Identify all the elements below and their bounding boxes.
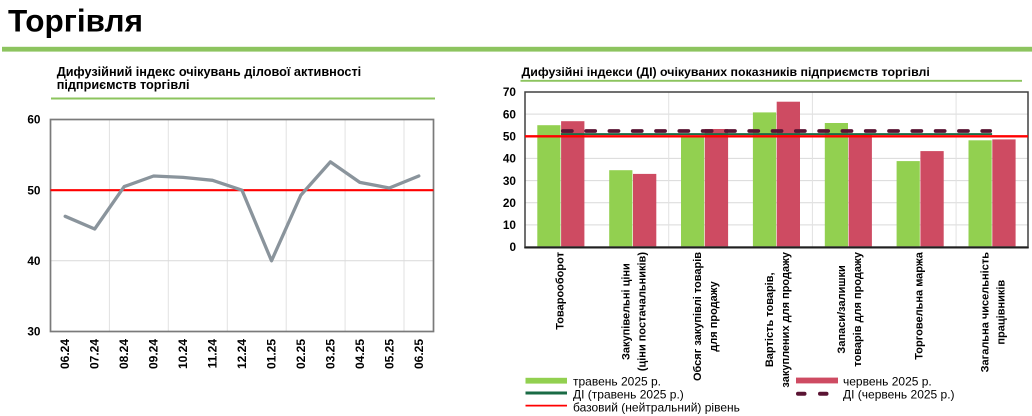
svg-text:10.24: 10.24 <box>176 339 190 369</box>
svg-text:05.25: 05.25 <box>382 339 396 369</box>
svg-text:40: 40 <box>27 254 41 268</box>
svg-text:для продажу: для продажу <box>708 280 720 351</box>
svg-text:Вартість товарів,: Вартість товарів, <box>764 272 776 367</box>
svg-text:30: 30 <box>503 174 517 188</box>
svg-text:06.25: 06.25 <box>412 339 426 369</box>
svg-text:30: 30 <box>27 325 41 339</box>
svg-text:товарів для продажу: товарів для продажу <box>852 251 864 367</box>
svg-text:ДІ (червень 2025 р.): ДІ (червень 2025 р.) <box>843 388 955 402</box>
svg-text:20: 20 <box>503 196 517 210</box>
svg-text:40: 40 <box>503 152 517 166</box>
svg-text:Торгівля: Торгівля <box>8 3 143 39</box>
svg-text:Обсяг закупівлі товарів: Обсяг закупівлі товарів <box>692 252 704 381</box>
svg-text:50: 50 <box>27 183 41 197</box>
svg-text:працівників: працівників <box>996 280 1008 345</box>
svg-text:10: 10 <box>503 218 517 232</box>
svg-text:Дифузійні індекси (ДІ) очікува: Дифузійні індекси (ДІ) очікуваних показн… <box>522 65 930 79</box>
svg-text:12.24: 12.24 <box>235 339 249 369</box>
svg-text:06.24: 06.24 <box>58 339 72 369</box>
svg-text:закуплених для продажу: закуплених для продажу <box>780 251 792 388</box>
svg-text:03.25: 03.25 <box>323 339 337 369</box>
svg-text:Товарооборот: Товарооборот <box>554 251 566 329</box>
svg-text:базовий (нейтральний) рівень: базовий (нейтральний) рівень <box>573 400 740 414</box>
svg-text:07.24: 07.24 <box>88 339 102 369</box>
svg-text:Торговельна маржа: Торговельна маржа <box>914 251 926 360</box>
svg-text:01.25: 01.25 <box>265 339 279 369</box>
svg-text:04.25: 04.25 <box>353 339 367 369</box>
svg-text:Закупівельні ціни: Закупівельні ціни <box>620 263 632 360</box>
svg-text:11.24: 11.24 <box>206 339 220 369</box>
svg-text:08.24: 08.24 <box>117 339 131 369</box>
svg-text:50: 50 <box>503 130 517 144</box>
svg-text:(ціни постачальників): (ціни постачальників) <box>636 252 648 371</box>
svg-text:Дифузійний індекс очікувань ді: Дифузійний індекс очікувань ділової акти… <box>57 65 362 79</box>
svg-text:0: 0 <box>509 240 516 254</box>
svg-text:підприємств торгівлі: підприємств торгівлі <box>57 78 190 92</box>
svg-text:травень 2025 р.: травень 2025 р. <box>573 375 661 389</box>
svg-text:02.25: 02.25 <box>294 339 308 369</box>
svg-text:Загальна чисельність: Загальна чисельність <box>980 252 992 373</box>
svg-text:ДІ (травень 2025 р.): ДІ (травень 2025 р.) <box>573 388 684 402</box>
svg-text:червень 2025 р.: червень 2025 р. <box>843 375 932 389</box>
svg-text:09.24: 09.24 <box>147 339 161 369</box>
svg-text:Запаси/залишки: Запаси/залишки <box>836 265 848 353</box>
svg-text:60: 60 <box>27 113 41 127</box>
svg-text:60: 60 <box>503 107 517 121</box>
svg-text:70: 70 <box>503 85 517 99</box>
